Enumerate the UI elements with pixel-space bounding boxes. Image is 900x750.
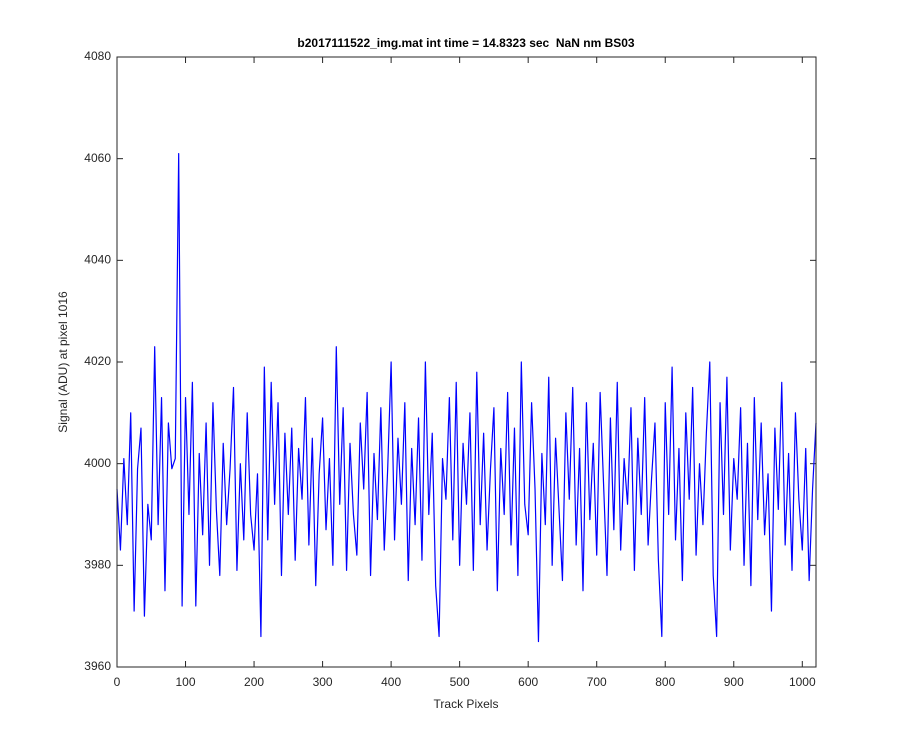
x-tick-label: 300 [313, 675, 333, 689]
chart-title: b2017111522_img.mat int time = 14.8323 s… [297, 36, 635, 50]
x-tick-label: 800 [655, 675, 675, 689]
x-tick-label: 200 [244, 675, 264, 689]
y-axis-label: Signal (ADU) at pixel 1016 [56, 291, 70, 433]
x-tick-label: 0 [114, 675, 121, 689]
data-line [116, 152, 817, 643]
x-tick-label: 400 [381, 675, 401, 689]
y-tick-label: 4060 [84, 151, 111, 165]
x-tick-label: 100 [176, 675, 196, 689]
y-tick-label: 3960 [84, 659, 111, 673]
y-tick-label: 3980 [84, 558, 111, 572]
plot-frame [116, 56, 817, 668]
x-tick-label: 1000 [789, 675, 816, 689]
y-tick-label: 4080 [84, 49, 111, 63]
x-axis-label: Track Pixels [434, 697, 499, 711]
x-tick-label: 600 [518, 675, 538, 689]
x-tick-label: 500 [450, 675, 470, 689]
y-tick-label: 4000 [84, 456, 111, 470]
x-tick-label: 700 [587, 675, 607, 689]
y-tick-label: 4040 [84, 253, 111, 267]
y-tick-label: 4020 [84, 354, 111, 368]
x-tick-label: 900 [724, 675, 744, 689]
